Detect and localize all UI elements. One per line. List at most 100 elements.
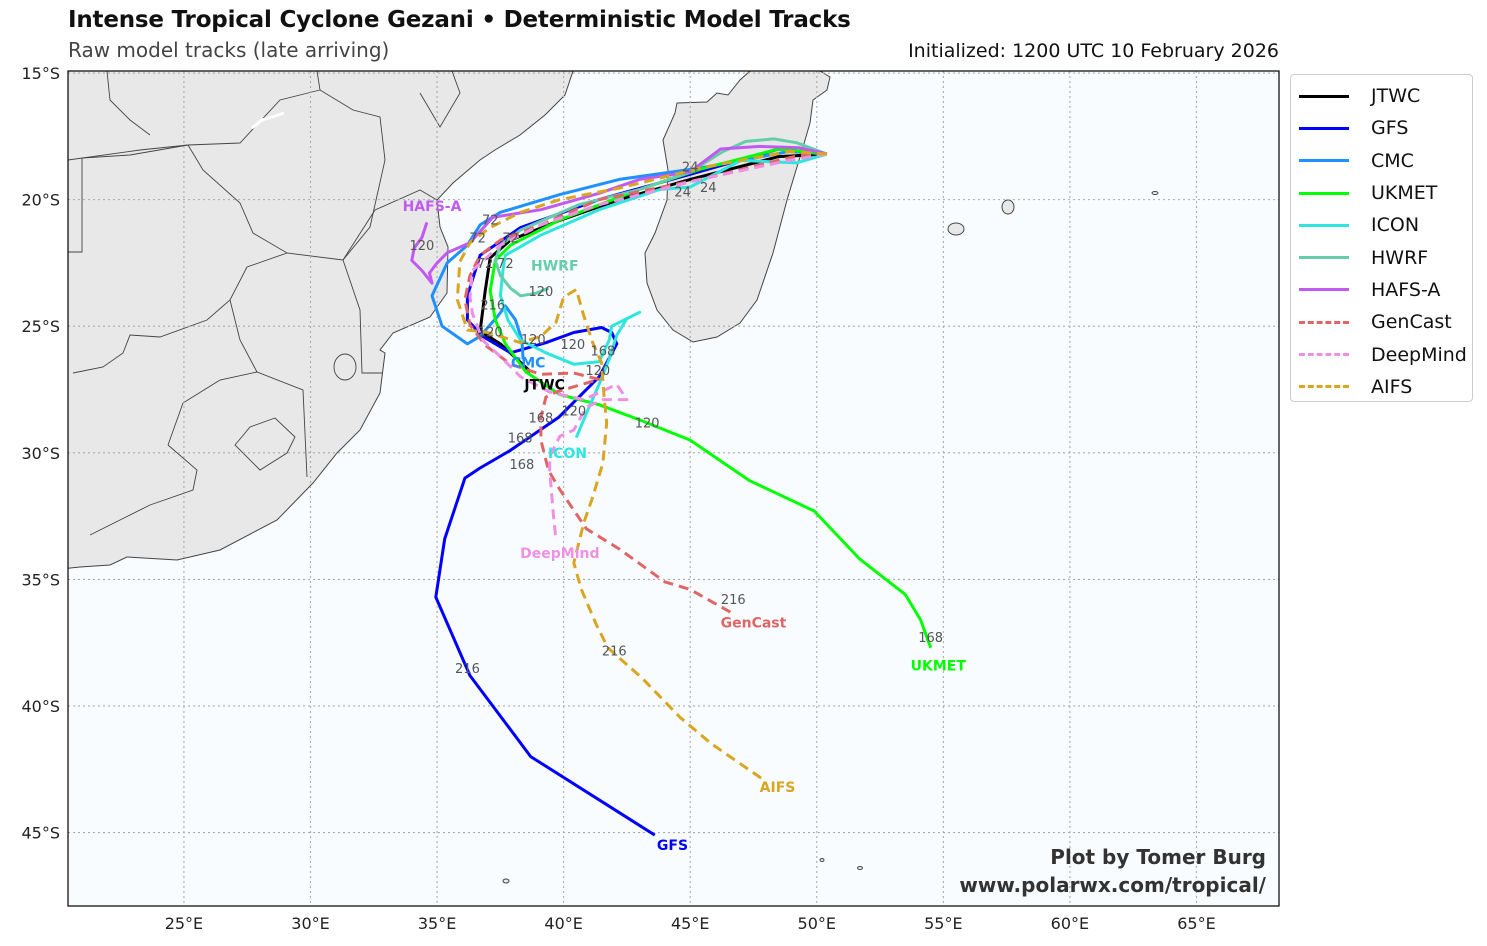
legend-label: JTWC xyxy=(1371,85,1421,108)
track-name-label: GFS xyxy=(657,838,688,854)
lon-tick-label: 45°E xyxy=(671,914,709,933)
lon-tick-label: 35°E xyxy=(418,914,456,933)
legend-swatch xyxy=(1299,256,1349,260)
chart-title: Intense Tropical Cyclone Gezani • Determ… xyxy=(68,7,851,33)
forecast-hour-label: 120 xyxy=(585,364,610,379)
lat-tick-label: 45°S xyxy=(21,824,60,843)
forecast-hour-label: 216 xyxy=(480,299,505,314)
lake-kariba xyxy=(251,111,285,130)
forecast-hour-label: 72 xyxy=(497,257,514,272)
forecast-hour-label: 216 xyxy=(602,644,627,659)
island xyxy=(819,858,825,862)
legend-label: CMC xyxy=(1371,149,1414,172)
graticule xyxy=(68,71,1279,906)
legend-item-deepmind: DeepMind xyxy=(1291,338,1472,370)
lat-tick-label: 35°S xyxy=(21,570,60,589)
map-frame xyxy=(67,70,1280,907)
reunion xyxy=(947,222,965,236)
legend-label: AIFS xyxy=(1371,375,1413,398)
forecast-hour-label: 216 xyxy=(721,593,746,608)
forecast-hour-label: 24 xyxy=(682,161,699,176)
lat-tick-label: 30°S xyxy=(21,444,60,463)
lon-tick-label: 55°E xyxy=(924,914,962,933)
forecast-hour-label: 72 xyxy=(477,257,494,272)
legend-item-icon: ICON xyxy=(1291,209,1472,241)
africa-landmass xyxy=(68,71,574,569)
forecast-hour-label: 72 xyxy=(482,213,499,228)
legend-item-ukmet: UKMET xyxy=(1291,177,1472,209)
legend-item-aifs: AIFS xyxy=(1291,371,1472,403)
legend-swatch xyxy=(1299,159,1349,163)
track-ukmet xyxy=(488,147,933,649)
forecast-hour-label: 120 xyxy=(409,239,434,254)
legend-swatch xyxy=(1299,320,1349,324)
legend-label: GenCast xyxy=(1371,311,1452,334)
lat-tick-label: 25°S xyxy=(21,317,60,336)
legend-swatch xyxy=(1299,94,1349,98)
forecast-hour-label: 24 xyxy=(700,181,717,196)
track-aifs xyxy=(455,150,827,780)
credit-author: Plot by Tomer Burg xyxy=(1050,845,1266,869)
country-borders xyxy=(68,71,461,536)
lon-tick-label: 30°E xyxy=(291,914,329,933)
track-name-label: JTWC xyxy=(523,377,564,393)
track-name-label: HAFS-A xyxy=(403,199,462,215)
forecast-hour-label: 168 xyxy=(509,458,534,473)
track-name-label: AIFS xyxy=(760,780,796,796)
lon-tick-label: 65°E xyxy=(1177,914,1215,933)
legend-swatch xyxy=(1299,223,1349,227)
track-name-label: GenCast xyxy=(721,615,787,631)
island xyxy=(1151,191,1159,195)
legend-label: UKMET xyxy=(1371,182,1438,205)
forecast-hour-label: 168 xyxy=(508,432,533,447)
lat-tick-label: 40°S xyxy=(21,697,60,716)
track-name-label: CMC xyxy=(511,356,545,372)
forecast-hour-label: 120 xyxy=(528,285,553,300)
forecast-hour-label: 216 xyxy=(455,662,480,677)
lon-tick-label: 25°E xyxy=(165,914,203,933)
legend-item-gfs: GFS xyxy=(1291,112,1472,144)
forecast-hour-label: 120 xyxy=(635,416,660,431)
legend-label: ICON xyxy=(1371,214,1420,237)
island xyxy=(857,866,863,870)
forecast-hour-label: 168 xyxy=(590,345,615,360)
legend-item-jtwc: JTWC xyxy=(1291,80,1472,112)
track-deepmind xyxy=(468,152,828,541)
forecast-hour-label: 120 xyxy=(521,333,546,348)
track-name-label: HWRF xyxy=(531,258,579,274)
lon-tick-label: 40°E xyxy=(544,914,582,933)
legend-item-gencast: GenCast xyxy=(1291,306,1472,338)
forecast-hour-label: 72 xyxy=(469,232,486,247)
legend-label: HAFS-A xyxy=(1371,278,1441,301)
lat-tick-label: 15°S xyxy=(21,64,60,83)
track-cmc xyxy=(430,150,827,360)
credit-url: www.polarwx.com/tropical/ xyxy=(959,873,1266,897)
forecast-hour-label: 72 xyxy=(502,232,519,247)
madagascar xyxy=(644,71,831,343)
legend-item-hwrf: HWRF xyxy=(1291,241,1472,273)
lat-tick-label: 20°S xyxy=(21,191,60,210)
model-tracks xyxy=(410,137,933,837)
forecast-hour-label: 120 xyxy=(478,325,503,340)
legend-label: GFS xyxy=(1371,117,1409,140)
forecast-hour-label: 120 xyxy=(560,338,585,353)
mauritius xyxy=(1001,199,1015,215)
legend-item-hafs-a: HAFS-A xyxy=(1291,274,1472,306)
track-name-label: ICON xyxy=(548,446,587,462)
chart-subtitle: Raw model tracks (late arriving) xyxy=(68,38,390,62)
legend-label: DeepMind xyxy=(1371,343,1467,366)
legend-item-cmc: CMC xyxy=(1291,145,1472,177)
track-name-label: DeepMind xyxy=(520,546,599,562)
forecast-hour-label: 168 xyxy=(918,631,943,646)
forecast-hour-label: 168 xyxy=(528,411,553,426)
track-hwrf xyxy=(493,137,828,298)
legend: JTWC GFS CMC UKMET ICON HWRF HAFS-A GenCast Deep… xyxy=(1290,74,1473,402)
forecast-hour-label: 24 xyxy=(674,186,691,201)
forecast-hour-label: 120 xyxy=(561,405,586,420)
track-labels: JTWC GFS CMC UKMET ICON HWRF HAFS-A GenCast Deep… xyxy=(403,161,967,855)
legend-label: HWRF xyxy=(1371,246,1429,269)
legend-swatch xyxy=(1299,191,1349,195)
land xyxy=(68,71,1159,884)
lon-tick-label: 50°E xyxy=(798,914,836,933)
